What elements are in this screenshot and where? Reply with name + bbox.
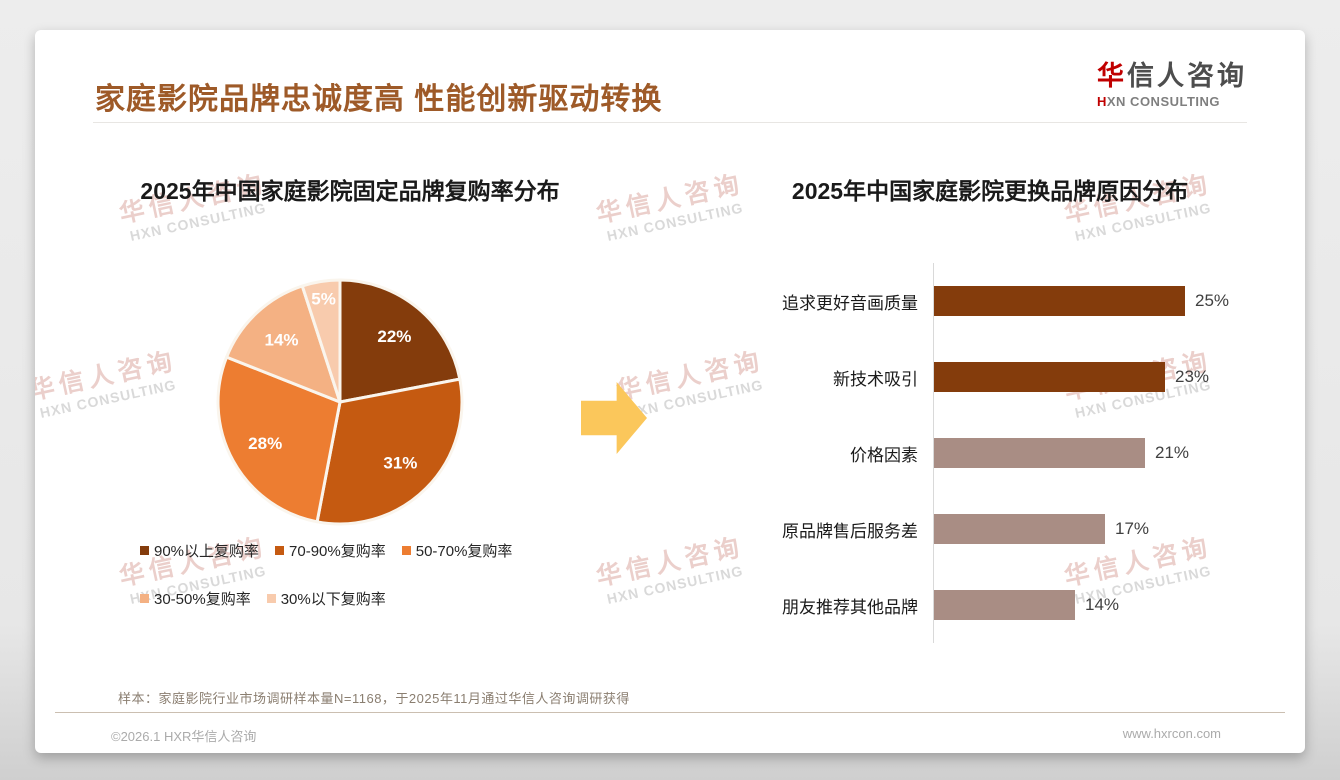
- header-divider: [93, 122, 1247, 123]
- logo-english-text: HXN CONSULTING: [1097, 93, 1221, 109]
- bar-category-label: 追求更好音画质量: [782, 293, 918, 313]
- pie-chart: 22% 31% 28% 14% 5%: [205, 267, 475, 537]
- watermark-zh: 华信人咨询: [35, 346, 180, 406]
- pie-slice: [300, 278, 342, 404]
- bar-row: 新技术吸引 23%: [695, 339, 1275, 415]
- bar-row: 价格因素 21%: [695, 415, 1275, 491]
- legend-swatch-icon: [266, 594, 276, 603]
- legend-label: 50-70%复购率: [415, 543, 513, 560]
- bar-track: 23%: [933, 339, 1275, 415]
- pie-data-label: 28%: [248, 434, 282, 453]
- legend-label: 30-50%复购率: [154, 591, 251, 608]
- pie-data-label: 5%: [311, 289, 336, 308]
- bar: [934, 514, 1105, 544]
- legend-row: 90%以上复购率 70-90%复购率 50-70%复购率: [140, 540, 620, 561]
- footer-bar: ©2026.1 HXR华信人咨询 www.hxrcon.com: [111, 726, 1221, 745]
- legend-swatch-icon: [140, 594, 149, 603]
- bar-track: 21%: [933, 415, 1275, 491]
- bar-category-label: 朋友推荐其他品牌: [782, 597, 918, 617]
- pie-legend: 90%以上复购率 70-90%复购率 50-70%复购率 30-50%复购率 30%以下…: [140, 540, 620, 636]
- sample-footnote: 样本：家庭影院行业市场调研样本量N=1168，于2025年11月通过华信人咨询调…: [118, 691, 630, 706]
- bar-row: 原品牌售后服务差 17%: [695, 491, 1275, 567]
- copyright-text: ©2026.1 HXR华信人咨询: [111, 729, 257, 744]
- legend-label: 90%以上复购率: [154, 543, 260, 560]
- bar-value-label: 21%: [1155, 443, 1190, 462]
- bar-chart: 追求更好音画质量 25% 新技术吸引 23% 价格因素 21% 原品牌售后服务差 17% 朋友推…: [695, 263, 1275, 643]
- bar-chart-title: 2025年中国家庭影院更换品牌原因分布: [791, 178, 1189, 204]
- bar-value-label: 17%: [1115, 519, 1150, 538]
- bar-value-label: 23%: [1175, 367, 1210, 386]
- bar-row: 朋友推荐其他品牌 14%: [695, 567, 1275, 643]
- right-arrow-icon: [581, 382, 647, 454]
- website-url: www.hxrcon.com: [1122, 726, 1221, 741]
- watermark-en: HXN CONSULTING: [38, 376, 178, 421]
- legend-swatch-icon: [275, 546, 285, 555]
- legend-row: 30-50%复购率 30%以下复购率: [140, 588, 620, 609]
- pie-data-label: 22%: [377, 327, 411, 346]
- legend-swatch-icon: [401, 546, 411, 555]
- pie-slice: [216, 355, 342, 524]
- bar-track: 25%: [933, 263, 1275, 339]
- legend-swatch-icon: [140, 546, 149, 555]
- company-logo: 华信人咨询 HXN CONSULTING: [1097, 61, 1247, 109]
- bar-category-label: 新技术吸引: [833, 369, 918, 389]
- pie-slice: [338, 278, 462, 404]
- bar: [934, 286, 1185, 316]
- footer-divider: [55, 712, 1285, 713]
- legend-label: 30%以下复购率: [280, 591, 386, 608]
- bar: [934, 590, 1075, 620]
- page-title: 家庭影院品牌忠诚度高 性能创新驱动转换: [95, 83, 663, 116]
- bar-category-label: 价格因素: [850, 445, 918, 465]
- bar-value-label: 14%: [1085, 595, 1120, 614]
- legend-label: 70-90%复购率: [289, 543, 386, 560]
- logo-chinese-text: 华信人咨询: [1097, 61, 1247, 91]
- pie-slice: [315, 377, 464, 526]
- bar-track: 17%: [933, 491, 1275, 567]
- pie-svg: 22% 31% 28% 14% 5%: [216, 278, 464, 526]
- bar: [934, 362, 1165, 392]
- report-slide: 华信人咨询 HXN CONSULTING 华信人咨询 HXN CONSULTING 华信…: [35, 30, 1305, 753]
- bar-value-label: 25%: [1195, 291, 1230, 310]
- legend-item: 50-70%复购率: [401, 540, 513, 561]
- pie-data-label: 14%: [264, 331, 298, 350]
- legend-item: 30-50%复购率: [140, 588, 251, 609]
- pie-data-label: 31%: [383, 453, 417, 472]
- bar-row: 追求更好音画质量 25%: [695, 263, 1275, 339]
- bar-category-label: 原品牌售后服务差: [782, 521, 918, 541]
- legend-item: 90%以上复购率: [140, 540, 259, 561]
- legend-item: 70-90%复购率: [275, 540, 386, 561]
- bar-track: 14%: [933, 567, 1275, 643]
- legend-item: 30%以下复购率: [266, 588, 386, 609]
- pie-chart-title: 2025年中国家庭影院固定品牌复购率分布: [140, 178, 560, 204]
- bar: [934, 438, 1145, 468]
